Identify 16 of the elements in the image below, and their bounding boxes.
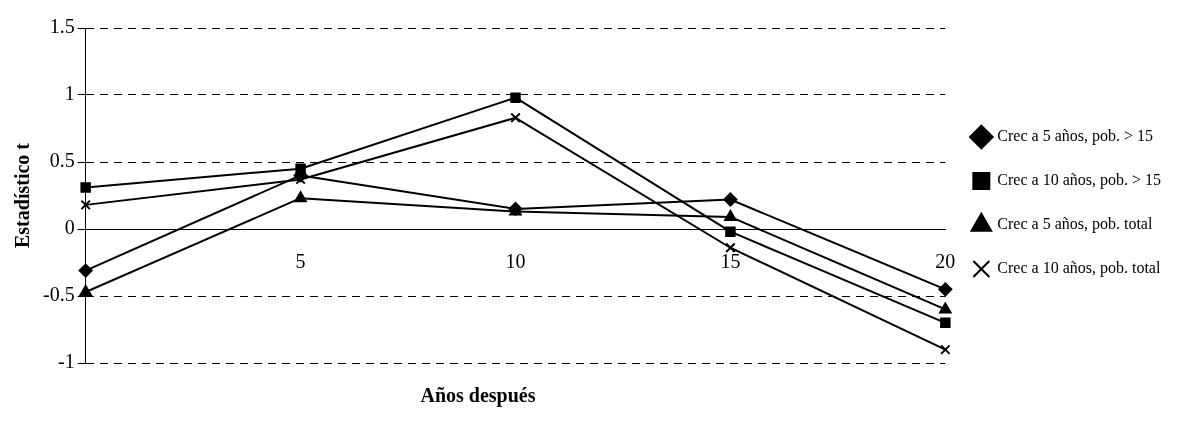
y-tick-label: 0.5 [49,149,75,172]
legend-label: Crec a 10 años, pob. > 15 [997,171,1161,190]
y-tick-label: -1 [57,350,75,373]
legend-label: Crec a 5 años, pob. > 15 [997,127,1153,146]
x-axis-title: Años después [419,384,537,407]
x-tick-label: 5 [295,250,306,273]
y-tick-label: 0 [64,216,75,239]
legend-label: Crec a 5 años, pob. total [997,215,1153,234]
y-axis-title: Estadístico t [11,142,34,248]
x-tick-label: 20 [935,250,956,273]
y-tick-label: -0.5 [42,283,75,306]
legend-label: Crec a 10 años, pob. total [997,259,1161,278]
y-tick-label: 1 [64,82,75,105]
x-tick-label: 15 [720,250,741,273]
y-tick-label: 1.5 [49,15,75,38]
x-tick-label: 10 [505,250,526,273]
